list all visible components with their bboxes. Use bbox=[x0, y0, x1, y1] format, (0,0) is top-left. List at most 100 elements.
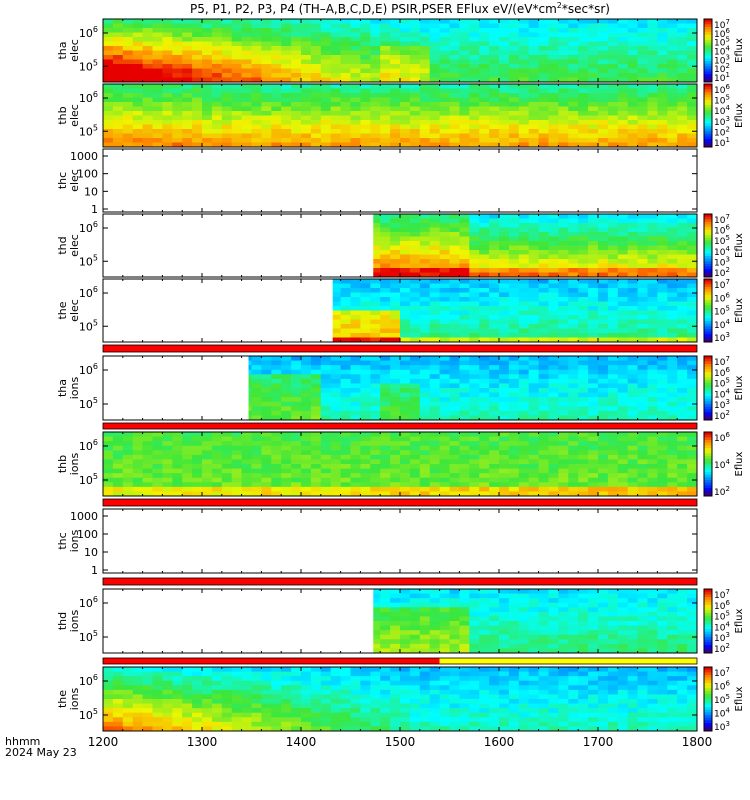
heatmap-cell bbox=[409, 227, 421, 233]
heatmap-cell bbox=[657, 378, 668, 384]
heatmap-cell bbox=[261, 37, 272, 42]
heatmap-cell bbox=[409, 616, 421, 622]
heatmap-cell bbox=[320, 415, 332, 421]
heatmap-cell bbox=[310, 415, 322, 421]
heatmap-cell bbox=[499, 319, 510, 325]
heatmap-cell bbox=[598, 315, 609, 320]
colorbar-step bbox=[704, 242, 712, 247]
heatmap-cell bbox=[281, 124, 292, 130]
heatmap-cell bbox=[419, 468, 431, 474]
heatmap-cell bbox=[162, 37, 173, 42]
heatmap-cell bbox=[449, 46, 460, 51]
heatmap-cell bbox=[251, 68, 262, 74]
heatmap-cell bbox=[373, 593, 381, 599]
heatmap-cell bbox=[350, 401, 361, 407]
heatmap-cell bbox=[588, 272, 599, 278]
heatmap-cell bbox=[499, 436, 510, 442]
heatmap-cell bbox=[508, 115, 520, 121]
heatmap-cell bbox=[261, 464, 272, 470]
heatmap-cell bbox=[409, 138, 421, 143]
heatmap-cell bbox=[528, 68, 540, 74]
heatmap-cell bbox=[538, 218, 549, 224]
heatmap-cell bbox=[132, 97, 144, 103]
heatmap-cell bbox=[627, 133, 639, 139]
heatmap-cell bbox=[568, 102, 579, 107]
heatmap-cell bbox=[518, 245, 530, 251]
heatmap-cell bbox=[182, 115, 193, 121]
heatmap-cell bbox=[568, 254, 579, 260]
heatmap-cell bbox=[419, 28, 431, 33]
heatmap-cell bbox=[370, 73, 381, 78]
heatmap-cell bbox=[429, 306, 441, 311]
heatmap-cell bbox=[122, 459, 134, 465]
heatmap-cell bbox=[400, 486, 411, 492]
heatmap-cell bbox=[667, 23, 678, 29]
heatmap-cell bbox=[380, 84, 391, 89]
heatmap-cell bbox=[548, 406, 559, 412]
heatmap-cell bbox=[449, 319, 460, 325]
heatmap-cell bbox=[122, 50, 134, 56]
heatmap-cell bbox=[667, 292, 678, 298]
heatmap-cell bbox=[231, 486, 243, 492]
heatmap-cell bbox=[558, 41, 569, 47]
colorbar-tick-label: 104 bbox=[714, 387, 730, 400]
heatmap-cell bbox=[657, 97, 668, 103]
heatmap-cell bbox=[281, 102, 292, 107]
heatmap-cell bbox=[568, 383, 579, 389]
heatmap-cell bbox=[489, 77, 500, 83]
heatmap-cell bbox=[508, 288, 520, 293]
heatmap-cell bbox=[241, 28, 252, 33]
heatmap-cell bbox=[370, 306, 381, 311]
heatmap-cell bbox=[657, 133, 668, 139]
heatmap-cell bbox=[221, 450, 233, 456]
heatmap-cell bbox=[142, 19, 153, 24]
heatmap-cell bbox=[538, 19, 549, 24]
heatmap-cell bbox=[112, 102, 124, 107]
heatmap-cell bbox=[103, 55, 114, 60]
heatmap-cell bbox=[320, 88, 332, 94]
heatmap-cell bbox=[112, 59, 124, 65]
heatmap-cell bbox=[400, 333, 411, 338]
heatmap-cell bbox=[340, 111, 351, 116]
heatmap-cell bbox=[479, 410, 490, 416]
heatmap-cell bbox=[558, 356, 569, 362]
heatmap-cell bbox=[291, 374, 302, 380]
heatmap-cell bbox=[103, 106, 114, 112]
heatmap-cell bbox=[449, 324, 460, 329]
heatmap-cell bbox=[409, 77, 421, 83]
heatmap-cell bbox=[390, 436, 401, 442]
heatmap-cell bbox=[499, 337, 510, 343]
heatmap-cell bbox=[439, 410, 450, 416]
heatmap-cell bbox=[310, 397, 322, 403]
heatmap-cell bbox=[439, 328, 450, 334]
heatmap-cell bbox=[647, 19, 658, 24]
heatmap-cell bbox=[429, 450, 441, 456]
heatmap-cell bbox=[677, 263, 688, 269]
heatmap-cell bbox=[499, 459, 510, 465]
heatmap-cell bbox=[489, 214, 500, 219]
heatmap-cell bbox=[350, 129, 361, 134]
heatmap-cell bbox=[588, 401, 599, 407]
heatmap-cell bbox=[568, 473, 579, 479]
heatmap-cell bbox=[429, 436, 441, 442]
heatmap-cell bbox=[370, 37, 381, 42]
heatmap-cell bbox=[439, 432, 450, 438]
heatmap-cell bbox=[291, 356, 302, 362]
heatmap-cell bbox=[667, 388, 678, 394]
heatmap-cell bbox=[340, 306, 351, 311]
heatmap-cell bbox=[667, 378, 678, 384]
heatmap-cell bbox=[578, 28, 589, 33]
heatmap-cell bbox=[429, 129, 441, 134]
heatmap-cell bbox=[380, 37, 391, 42]
heatmap-cell bbox=[429, 378, 441, 384]
heatmap-cell bbox=[528, 106, 540, 112]
heatmap-cell bbox=[588, 88, 599, 94]
heatmap-cell bbox=[578, 310, 589, 316]
heatmap-cell bbox=[558, 406, 569, 412]
y-tick-label: 106 bbox=[79, 90, 98, 105]
heatmap-cell bbox=[132, 441, 144, 447]
heatmap-cell bbox=[667, 50, 678, 56]
heatmap-cell bbox=[489, 459, 500, 465]
heatmap-cell bbox=[469, 111, 480, 116]
heatmap-cell bbox=[202, 37, 213, 42]
